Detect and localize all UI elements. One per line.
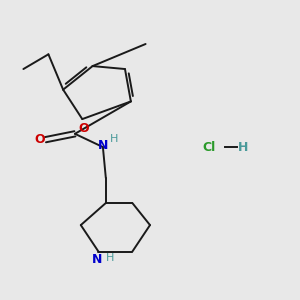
- Text: O: O: [78, 122, 89, 135]
- Text: N: N: [92, 253, 102, 266]
- Text: H: H: [106, 253, 114, 263]
- Text: N: N: [98, 139, 108, 152]
- Text: H: H: [110, 134, 118, 144]
- Text: Cl: Cl: [202, 141, 215, 154]
- Text: O: O: [35, 133, 46, 146]
- Text: H: H: [238, 141, 248, 154]
